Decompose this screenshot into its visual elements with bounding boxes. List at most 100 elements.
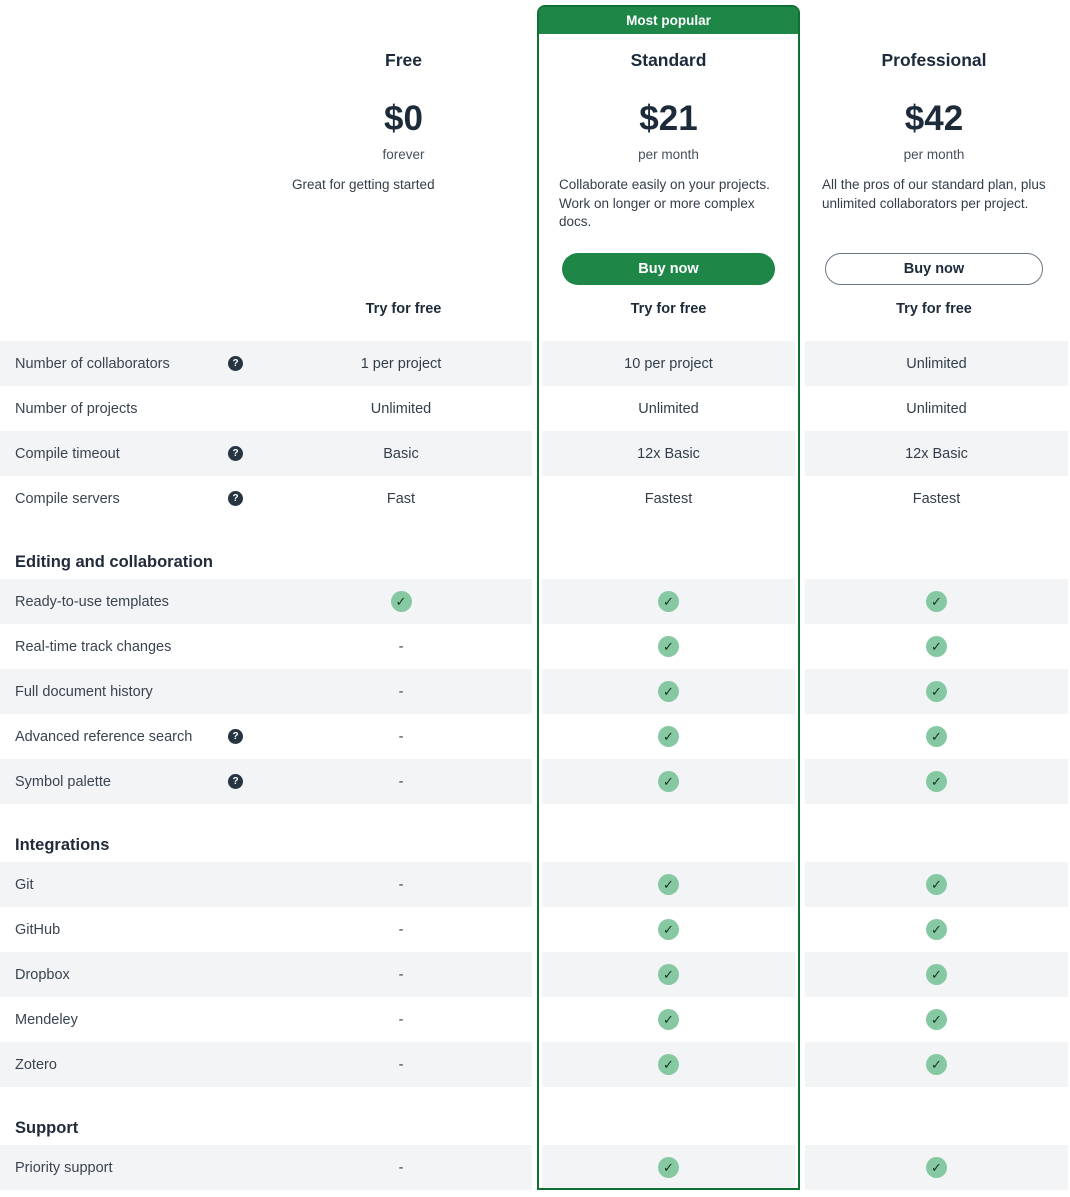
feature-row: Number of collaborators? 1 per project 10 … (0, 341, 1068, 386)
feature-value: - (270, 669, 537, 714)
feature-label: Zotero (0, 1042, 270, 1087)
feature-value: ✓ (537, 907, 800, 952)
feature-value: ✓ (800, 1145, 1068, 1190)
check-icon: ✓ (926, 874, 947, 895)
feature-value: ✓ (537, 759, 800, 804)
plan-description: Collaborate easily on your projects. Wor… (559, 177, 770, 229)
feature-label: Advanced reference search? (0, 714, 270, 759)
plan-name: Free (385, 50, 422, 70)
plan-column-standard: Standard $21 per month Collaborate easil… (537, 0, 800, 341)
feature-label-text: Priority support (15, 1159, 113, 1176)
check-icon: ✓ (926, 636, 947, 657)
feature-value: ✓ (537, 997, 800, 1042)
check-icon: ✓ (658, 591, 679, 612)
feature-value: ✓ (537, 669, 800, 714)
feature-value: - (270, 1145, 537, 1190)
check-icon: ✓ (926, 1054, 947, 1075)
feature-label: Full document history (0, 669, 270, 714)
check-icon: ✓ (926, 1157, 947, 1178)
feature-value: 12x Basic (537, 431, 800, 476)
help-icon[interactable]: ? (228, 774, 243, 789)
feature-value: ✓ (537, 862, 800, 907)
feature-value: Unlimited (800, 386, 1068, 431)
feature-value: ✓ (800, 759, 1068, 804)
section-header: Integrations (0, 804, 1068, 862)
feature-value: 1 per project (270, 341, 537, 386)
feature-label: Number of collaborators? (0, 341, 270, 386)
feature-label-text: Full document history (15, 683, 153, 700)
feature-label: Mendeley (0, 997, 270, 1042)
feature-value: ✓ (537, 952, 800, 997)
feature-label: Real-time track changes (0, 624, 270, 669)
feature-label-text: Number of projects (15, 400, 138, 417)
feature-row: Real-time track changes - ✓ ✓ (0, 624, 1068, 669)
try-for-free-link[interactable]: Try for free (896, 301, 972, 317)
feature-value: ✓ (537, 1042, 800, 1087)
feature-value: Unlimited (270, 386, 537, 431)
feature-label: Git (0, 862, 270, 907)
feature-value: ✓ (800, 579, 1068, 624)
try-for-free-link[interactable]: Try for free (365, 301, 442, 317)
feature-row: Priority support - ✓ ✓ (0, 1145, 1068, 1190)
check-icon: ✓ (926, 771, 947, 792)
feature-label-text: GitHub (15, 921, 61, 938)
feature-value: Unlimited (800, 341, 1068, 386)
buy-now-button-standard[interactable]: Buy now (562, 253, 775, 285)
check-icon: ✓ (658, 681, 679, 702)
feature-row: Compile timeout? Basic 12x Basic 12x Basic (0, 431, 1068, 476)
feature-value: ✓ (537, 1145, 800, 1190)
section-header: Support (0, 1087, 1068, 1145)
plan-column-professional: Professional $42 per month All the pros … (800, 0, 1068, 341)
help-icon[interactable]: ? (228, 446, 243, 461)
plan-name: Professional (881, 50, 987, 70)
feature-label-text: Compile servers (15, 490, 120, 507)
feature-label-text: Compile timeout (15, 445, 120, 462)
help-icon[interactable]: ? (228, 491, 243, 506)
check-icon: ✓ (926, 726, 947, 747)
feature-value: ✓ (270, 579, 537, 624)
try-for-free-link[interactable]: Try for free (630, 301, 707, 317)
plan-name: Standard (630, 50, 707, 70)
feature-row: Zotero - ✓ ✓ (0, 1042, 1068, 1087)
feature-label-text: Dropbox (15, 966, 70, 983)
help-icon[interactable]: ? (228, 356, 243, 371)
check-icon: ✓ (926, 964, 947, 985)
check-icon: ✓ (658, 964, 679, 985)
feature-label-text: Ready-to-use templates (15, 593, 169, 610)
feature-label: Priority support (0, 1145, 270, 1190)
check-icon: ✓ (658, 771, 679, 792)
feature-label: Ready-to-use templates (0, 579, 270, 624)
feature-value: ✓ (800, 624, 1068, 669)
feature-value: 10 per project (537, 341, 800, 386)
feature-value: ✓ (537, 624, 800, 669)
feature-label: Dropbox (0, 952, 270, 997)
check-icon: ✓ (658, 874, 679, 895)
feature-value: ✓ (800, 714, 1068, 759)
buy-now-button-professional[interactable]: Buy now (825, 253, 1043, 285)
feature-label: GitHub (0, 907, 270, 952)
feature-label-text: Advanced reference search (15, 728, 193, 745)
feature-label-text: Git (15, 876, 34, 893)
feature-row: Ready-to-use templates ✓ ✓ ✓ (0, 579, 1068, 624)
plan-column-free: Free $0 forever Great for getting starte… (270, 0, 537, 341)
feature-label-text: Real-time track changes (15, 638, 172, 655)
feature-label-text: Symbol palette (15, 773, 111, 790)
section-header: Editing and collaboration (0, 521, 1068, 579)
feature-value: - (270, 759, 537, 804)
help-icon[interactable]: ? (228, 729, 243, 744)
feature-row: GitHub - ✓ ✓ (0, 907, 1068, 952)
feature-row: Symbol palette? - ✓ ✓ (0, 759, 1068, 804)
feature-value: ✓ (537, 579, 800, 624)
feature-value: ✓ (800, 997, 1068, 1042)
plan-description: All the pros of our standard plan, plus … (822, 177, 1046, 211)
feature-table: Number of collaborators? 1 per project 10 … (0, 341, 1068, 1190)
feature-label-text: Mendeley (15, 1011, 78, 1028)
feature-value: ✓ (800, 952, 1068, 997)
check-icon: ✓ (658, 726, 679, 747)
check-icon: ✓ (926, 1009, 947, 1030)
feature-value: ✓ (800, 1042, 1068, 1087)
feature-value: - (270, 714, 537, 759)
feature-row: Compile servers? Fast Fastest Fastest (0, 476, 1068, 521)
feature-label: Number of projects (0, 386, 270, 431)
feature-label-text: Number of collaborators (15, 355, 170, 372)
